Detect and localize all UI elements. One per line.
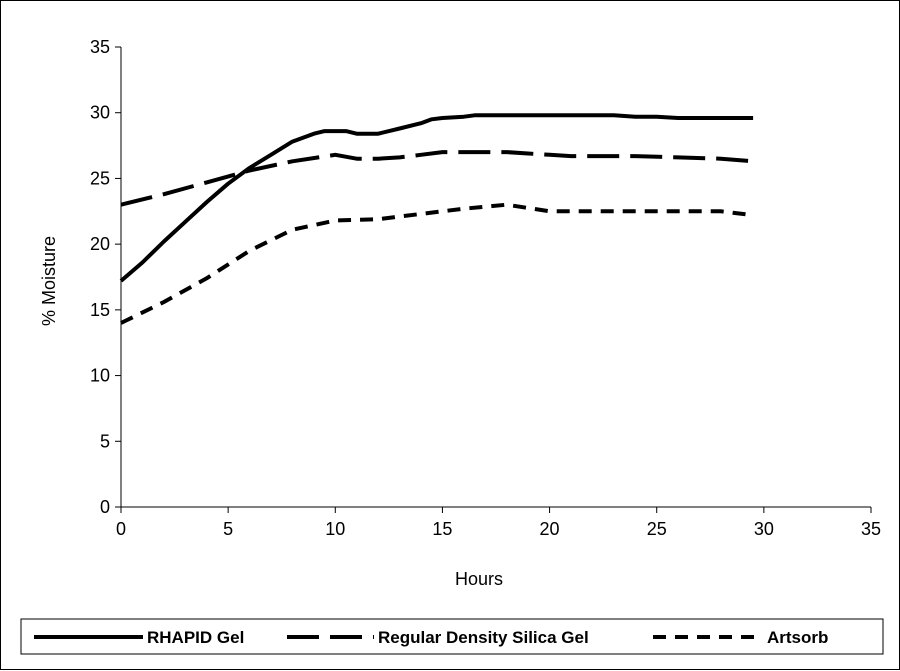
- y-tick-label: 20: [90, 234, 110, 254]
- series-line-artsorb: [120, 202, 754, 325]
- y-tick-label: 0: [100, 497, 110, 517]
- x-tick-label: 20: [540, 519, 560, 539]
- x-axis-title: Hours: [455, 569, 503, 589]
- x-tick-label: 15: [432, 519, 452, 539]
- y-tick-label: 15: [90, 300, 110, 320]
- x-tick-label: 30: [754, 519, 774, 539]
- y-tick-label: 35: [90, 37, 110, 57]
- legend-box: [20, 618, 884, 655]
- y-tick-label: 10: [90, 366, 110, 386]
- legend-label-regular-density: Regular Density Silica Gel: [378, 628, 589, 647]
- y-tick-label: 25: [90, 168, 110, 188]
- series-layer: [119, 113, 754, 325]
- legend: RHAPID Gel Regular Density Silica Gel Ar…: [20, 618, 884, 655]
- y-tick-label: 30: [90, 103, 110, 123]
- legend-label-rhapid: RHAPID Gel: [147, 628, 244, 647]
- x-tick-label: 35: [861, 519, 881, 539]
- x-tick-label: 25: [647, 519, 667, 539]
- x-tick-label: 10: [325, 519, 345, 539]
- x-ticks: 0 5 10 15 20 25 30 35: [116, 507, 881, 539]
- y-ticks: 0 5 10 15 20 25 30 35: [90, 37, 121, 517]
- x-tick-label: 0: [116, 519, 126, 539]
- series-line-rhapid-gel: [119, 113, 754, 283]
- legend-label-artsorb: Artsorb: [767, 628, 828, 647]
- series-line-regular-density-silica-gel: [120, 150, 754, 207]
- y-axis-title: % Moisture: [39, 236, 59, 326]
- x-tick-label: 5: [223, 519, 233, 539]
- y-tick-label: 5: [100, 431, 110, 451]
- axes: 0 5 10 15 20 25 30 35 0 5 10 15 20 25 30 35: [90, 37, 881, 539]
